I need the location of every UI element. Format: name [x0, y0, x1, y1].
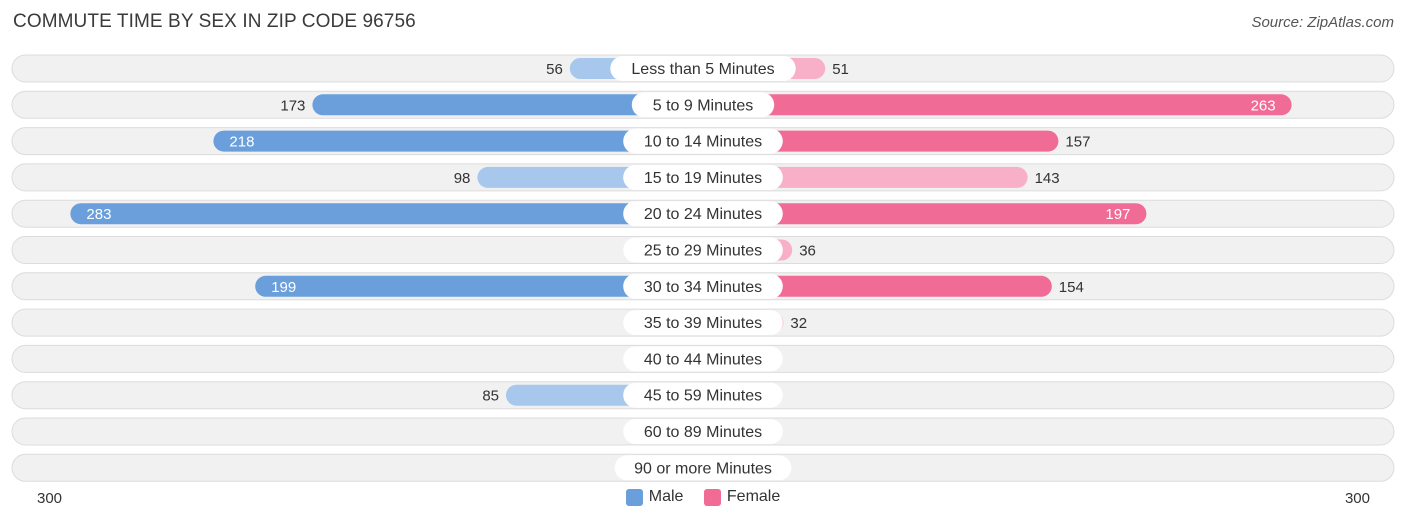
category-label: 10 to 14 Minutes — [644, 134, 762, 151]
value-label-male: 85 — [482, 388, 499, 405]
chart-title: COMMUTE TIME BY SEX IN ZIP CODE 96756 — [13, 11, 416, 32]
legend-item-male[interactable]: Male — [625, 488, 684, 506]
chart-legend: Male Female — [0, 488, 1406, 511]
bar-female — [703, 94, 1292, 116]
bar-male — [70, 203, 703, 225]
category-pill — [623, 419, 783, 444]
value-label-female: 157 — [1065, 134, 1090, 151]
axis-label-right: 300 — [1344, 490, 1370, 507]
chart-source: Source: ZipAtlas.com — [1251, 14, 1394, 31]
bar-male — [312, 94, 703, 116]
category-label: 20 to 24 Minutes — [644, 206, 762, 223]
category-pill — [623, 273, 783, 299]
value-label-male: 283 — [86, 206, 111, 223]
commute-chart: 56 51 Less than 5 Minutes 173 263 5 to 9 Minu… — [11, 54, 1395, 482]
value-label-female: 154 — [1059, 279, 1084, 296]
legend-item-female[interactable]: Female — [703, 488, 781, 506]
legend-swatch-male — [625, 488, 643, 506]
category-label: 45 to 59 Minutes — [644, 388, 762, 405]
value-label-female: 36 — [799, 243, 816, 260]
category-pill — [623, 164, 783, 190]
category-label: 5 to 9 Minutes — [653, 97, 754, 114]
category-pill — [623, 128, 783, 154]
bar-female — [703, 203, 1147, 225]
category-pill — [623, 201, 783, 227]
category-label: 30 to 34 Minutes — [644, 279, 762, 296]
category-pill — [610, 56, 796, 81]
category-pill — [623, 382, 783, 408]
category-label: 35 to 39 Minutes — [644, 315, 762, 332]
value-label-female: 51 — [832, 61, 849, 78]
bar-male — [213, 130, 703, 152]
category-label: Less than 5 Minutes — [631, 61, 774, 78]
value-label-female: 32 — [790, 315, 807, 332]
legend-swatch-female — [703, 488, 721, 506]
bar-female — [703, 275, 1052, 297]
category-pill — [614, 455, 792, 481]
value-label-female: 197 — [1105, 206, 1130, 223]
category-label: 15 to 19 Minutes — [644, 170, 762, 187]
value-label-male: 56 — [546, 61, 563, 78]
value-label-female: 143 — [1035, 170, 1060, 187]
category-label: 60 to 89 Minutes — [644, 424, 762, 441]
category-label: 40 to 44 Minutes — [644, 351, 762, 368]
value-label-male: 173 — [280, 97, 305, 114]
category-label: 90 or more Minutes — [634, 460, 772, 477]
legend-label-female: Female — [726, 488, 781, 505]
category-pill — [631, 92, 775, 118]
axis-label-left: 300 — [37, 490, 63, 507]
value-label-male: 199 — [271, 279, 296, 296]
category-pill — [623, 346, 783, 372]
value-label-female: 263 — [1251, 97, 1276, 114]
bar-female — [703, 130, 1059, 152]
category-pill — [623, 310, 783, 336]
bar-female — [703, 166, 1028, 188]
category-pill — [623, 237, 783, 263]
value-label-male: 98 — [454, 170, 471, 187]
bar-male — [255, 275, 703, 297]
legend-label-male: Male — [648, 488, 684, 505]
value-label-male: 218 — [229, 134, 254, 151]
category-label: 25 to 29 Minutes — [644, 243, 762, 260]
